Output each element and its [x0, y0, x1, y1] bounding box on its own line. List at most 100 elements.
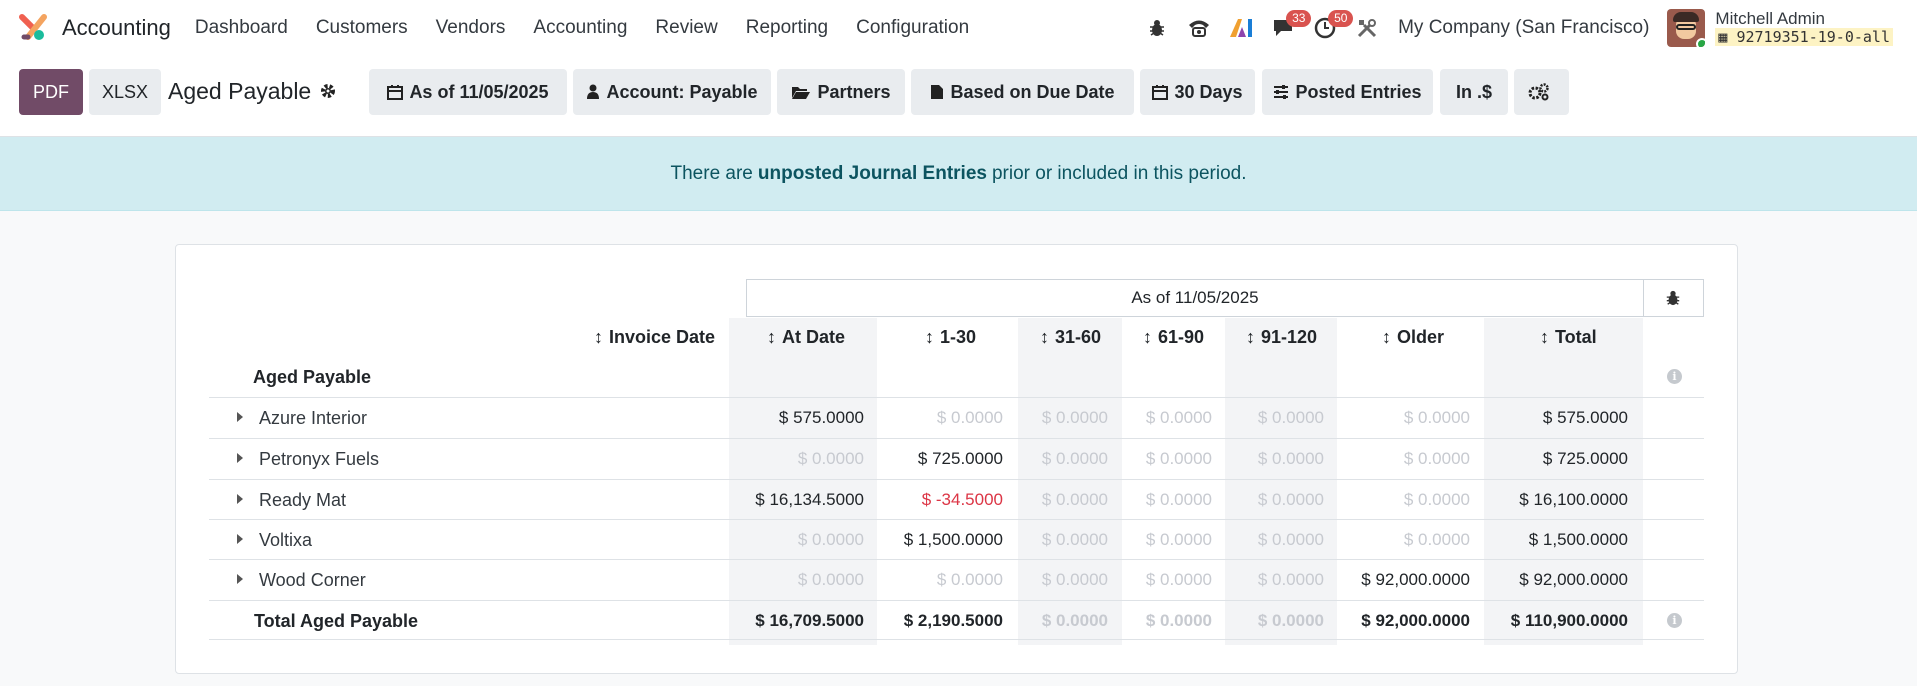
col-header-invoice-date[interactable]: ↕ Invoice Date: [594, 327, 716, 347]
cell-older: $ 0.0000: [1403, 449, 1470, 468]
date-filter-button[interactable]: As of 11/05/2025: [369, 69, 567, 115]
menu-reporting[interactable]: Reporting: [745, 17, 829, 38]
table-row[interactable]: Azure Interior $ 575.0000 $ 0.0000 $ 0.0…: [209, 397, 1704, 438]
sort-icon: ↕: [1246, 327, 1255, 347]
col-header-91-120[interactable]: ↕ 91-120: [1246, 327, 1318, 347]
table-row[interactable]: Petronyx Fuels $ 0.0000 $ 725.0000 $ 0.0…: [209, 438, 1704, 479]
company-switcher[interactable]: My Company (San Francisco): [1398, 17, 1650, 38]
entries-filter-button[interactable]: Posted Entries: [1262, 69, 1433, 115]
total-91-120: $ 0.0000: [1257, 611, 1324, 630]
menu-review[interactable]: Review: [655, 17, 718, 38]
debug-bug-icon[interactable]: [1136, 0, 1178, 56]
cell-older: $ 92,000.0000: [1361, 570, 1470, 589]
info-icon[interactable]: i: [1667, 613, 1682, 628]
ai-icon[interactable]: [1220, 0, 1262, 56]
currency-filter-button[interactable]: In .$: [1440, 69, 1508, 115]
table-row[interactable]: Voltixa $ 0.0000 $ 1,500.0000 $ 0.0000 $…: [209, 519, 1704, 560]
cell-61-90: $ 0.0000: [1145, 449, 1212, 468]
messages-icon[interactable]: 33: [1262, 0, 1312, 56]
cell-31-60: $ 0.0000: [1041, 490, 1108, 509]
period-header: As of 11/05/2025: [746, 279, 1644, 317]
partners-filter-button[interactable]: Partners: [777, 69, 905, 115]
col-header-older[interactable]: ↕ Older: [1382, 327, 1445, 347]
cell-older: $ 0.0000: [1403, 530, 1470, 549]
user-name: Mitchell Admin: [1715, 9, 1826, 28]
activities-clock-icon[interactable]: 50: [1304, 0, 1354, 56]
cell-1-30: $ 725.0000: [917, 449, 1003, 468]
menu-accounting[interactable]: Accounting: [533, 17, 628, 38]
cell-total: $ 16,100.0000: [1519, 490, 1628, 509]
cell-at-date: $ 0.0000: [797, 530, 864, 549]
section-title: Aged Payable: [253, 367, 372, 387]
unposted-entries-link[interactable]: unposted Journal Entries: [757, 162, 987, 184]
database-icon: ▦: [1718, 28, 1728, 46]
xlsx-button[interactable]: XLSX: [89, 69, 161, 115]
cell-total: $ 1,500.0000: [1528, 530, 1628, 549]
top-navbar: Accounting Dashboard Customers Vendors A…: [0, 0, 1917, 56]
user-menu[interactable]: Mitchell Admin ▦ 92719351-19-0-all: [1667, 9, 1893, 47]
unposted-entries-alert: There are unposted Journal Entries prior…: [0, 137, 1917, 211]
table-bottom-border: [209, 639, 1704, 640]
cell-61-90: $ 0.0000: [1145, 530, 1212, 549]
caret-right-icon[interactable]: [237, 453, 243, 463]
col-header-61-90[interactable]: ↕ 61-90: [1143, 327, 1205, 347]
cell-61-90: $ 0.0000: [1145, 570, 1212, 589]
options-gears-button[interactable]: [1514, 69, 1569, 115]
main-menu: Dashboard Customers Vendors Accounting R…: [181, 17, 983, 39]
total-1-30: $ 2,190.5000: [903, 611, 1003, 630]
debug-report-button[interactable]: [1643, 279, 1704, 317]
partner-name[interactable]: Voltixa: [259, 530, 313, 550]
based-on-filter-button[interactable]: Based on Due Date: [911, 69, 1134, 115]
gear-icon[interactable]: [319, 82, 337, 100]
sort-icon: ↕: [1143, 327, 1152, 347]
col-header-1-30[interactable]: ↕ 1-30: [925, 327, 977, 347]
cell-older: $ 0.0000: [1403, 490, 1470, 509]
partner-name[interactable]: Azure Interior: [259, 408, 368, 428]
phone-icon[interactable]: [1178, 0, 1220, 56]
col-shade-at-date: [729, 318, 877, 645]
cell-31-60: $ 0.0000: [1041, 530, 1108, 549]
cell-61-90: $ 0.0000: [1145, 408, 1212, 427]
file-icon: [931, 85, 944, 99]
partner-name[interactable]: Ready Mat: [259, 490, 347, 510]
tools-icon[interactable]: [1346, 0, 1388, 56]
cell-91-120: $ 0.0000: [1257, 530, 1324, 549]
folder-open-icon: [792, 87, 811, 99]
partner-name[interactable]: Petronyx Fuels: [259, 449, 380, 469]
page-title: Aged Payable: [168, 78, 312, 104]
menu-vendors[interactable]: Vendors: [435, 17, 506, 38]
messages-badge: 33: [1286, 10, 1312, 27]
control-panel: PDF XLSX Aged Payable As of 11/05/2025 A…: [0, 56, 1917, 137]
pdf-button[interactable]: PDF: [19, 69, 83, 115]
cell-at-date: $ 0.0000: [797, 449, 864, 468]
app-brand[interactable]: Accounting: [18, 13, 171, 43]
user-icon: [587, 84, 600, 99]
table-row[interactable]: Ready Mat $ 16,134.5000 $ -34.5000 $ 0.0…: [209, 479, 1704, 520]
menu-configuration[interactable]: Configuration: [856, 17, 970, 38]
menu-dashboard[interactable]: Dashboard: [194, 17, 288, 38]
caret-right-icon[interactable]: [237, 494, 243, 504]
col-header-at-date[interactable]: ↕ At Date: [767, 327, 846, 347]
col-header-31-60[interactable]: ↕ 31-60: [1040, 327, 1102, 347]
caret-right-icon[interactable]: [237, 534, 243, 544]
cell-total: $ 725.0000: [1542, 449, 1628, 468]
table-row[interactable]: Wood Corner $ 0.0000 $ 0.0000 $ 0.0000 $…: [209, 559, 1704, 600]
caret-right-icon[interactable]: [237, 412, 243, 422]
total-row: Total Aged Payable $ 16,709.5000 $ 2,190…: [209, 600, 1704, 641]
total-31-60: $ 0.0000: [1041, 611, 1108, 630]
cell-31-60: $ 0.0000: [1041, 408, 1108, 427]
menu-customers[interactable]: Customers: [315, 17, 408, 38]
account-filter-button[interactable]: Account: Payable: [573, 69, 771, 115]
col-header-total[interactable]: ↕ Total: [1540, 327, 1597, 347]
partner-name[interactable]: Wood Corner: [259, 570, 366, 590]
cell-31-60: $ 0.0000: [1041, 570, 1108, 589]
cell-at-date: $ 575.0000: [778, 408, 864, 427]
sort-icon: ↕: [925, 327, 934, 347]
sort-icon: ↕: [1040, 327, 1049, 347]
info-icon[interactable]: i: [1667, 369, 1682, 384]
cell-91-120: $ 0.0000: [1257, 449, 1324, 468]
total-older: $ 92,000.0000: [1361, 611, 1470, 630]
caret-right-icon[interactable]: [237, 574, 243, 584]
period-filter-button[interactable]: 30 Days: [1140, 69, 1255, 115]
calendar-icon: [1152, 85, 1169, 100]
